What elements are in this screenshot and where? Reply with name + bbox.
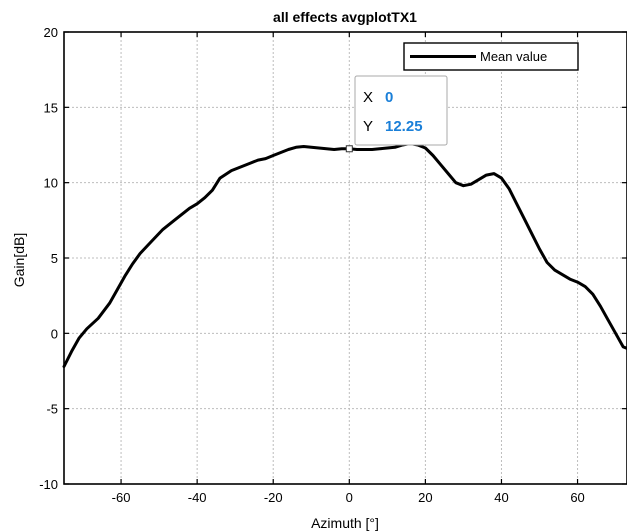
x-axis-label: Azimuth [°] [311,515,379,531]
x-tick-label: 20 [418,490,432,505]
x-tick-label: -60 [112,490,131,505]
y-tick-label: 0 [51,326,58,341]
grid [64,31,627,485]
legend: Mean value [403,42,579,71]
data-tip-x-value: 0 [385,89,393,106]
y-tick-label: 15 [44,100,58,115]
data-tip-box [354,75,448,146]
data-tip-x-key: X [363,89,373,106]
x-tick-label: -20 [264,490,283,505]
y-tick-label: 10 [44,176,58,191]
data-tip-y-key: Y [363,118,373,135]
chart-title: all effects avgplotTX1 [273,9,417,25]
data-tip-y-value: 12.25 [385,118,423,135]
data-tip[interactable]: X 0 Y 12.25 [345,75,448,153]
legend-label: Mean value [480,49,547,64]
x-tick-label: 40 [494,490,508,505]
y-tick-label: 20 [44,25,58,40]
series-line-mean-value [62,142,627,368]
series-layer [62,142,627,368]
y-tick-label: -5 [46,402,58,417]
data-tip-marker[interactable] [345,145,353,153]
x-tick-label: 0 [346,490,353,505]
y-tick-label: 5 [51,251,58,266]
x-tick-label: 60 [570,490,584,505]
y-tick-label: -10 [39,477,58,492]
axes-box [63,31,627,485]
ticks: -60 -40 -20 0 20 40 60 -10 -5 0 5 10 15 20 [39,25,627,505]
x-tick-label: -40 [188,490,207,505]
y-axis-label: Gain[dB] [11,233,27,287]
